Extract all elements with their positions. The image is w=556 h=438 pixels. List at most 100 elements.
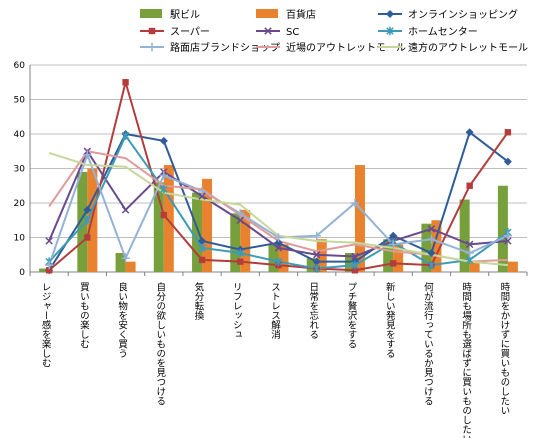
- y-tick-label: 10: [14, 234, 26, 244]
- data-point: [45, 267, 53, 274]
- legend-label: ホームセンター: [408, 26, 478, 38]
- bar: [497, 185, 508, 272]
- data-point: [159, 171, 169, 180]
- bar: [278, 244, 289, 272]
- data-point: [313, 264, 321, 273]
- data-point: [312, 257, 321, 266]
- x-category-label: 新しい発見をする: [384, 281, 396, 358]
- y-tick-label: 30: [14, 165, 26, 175]
- y-tick-label: 50: [14, 96, 26, 106]
- legend-label: 近場のアウトレットモール: [286, 41, 406, 54]
- bar: [230, 213, 241, 272]
- data-point: [504, 237, 512, 245]
- bar: [393, 244, 404, 272]
- data-point: [147, 42, 157, 52]
- data-point: [386, 10, 394, 18]
- data-point: [465, 240, 474, 249]
- data-point: [427, 225, 436, 233]
- legend-label: 駅ビル: [170, 9, 200, 21]
- legend-item: 百貨店: [256, 8, 316, 21]
- bar: [383, 239, 394, 272]
- data-point: [160, 211, 168, 219]
- data-point: [350, 198, 360, 208]
- bar: [192, 192, 203, 272]
- legend-swatch: [256, 9, 278, 18]
- legend-item: 路面店ブランドショップ: [140, 41, 280, 54]
- data-point: [83, 205, 92, 214]
- bar: [125, 261, 136, 272]
- data-point: [503, 231, 513, 240]
- legend-label: SC: [286, 27, 299, 38]
- y-tick-label: 20: [14, 199, 26, 209]
- data-point: [351, 260, 359, 270]
- legend-item: スーパー: [140, 26, 210, 38]
- data-point: [427, 260, 436, 270]
- bar: [202, 178, 213, 272]
- data-point: [351, 267, 359, 274]
- plot-area: 0 10 20 30 40 50 60 レジャー感を楽しむ 買いもの楽しむ 良い物を安く買う 自分の…: [14, 61, 528, 438]
- data-point: [389, 231, 398, 240]
- data-point: [274, 244, 283, 252]
- bar: [115, 253, 126, 272]
- x-category-label: レジャー感を楽しむ: [40, 282, 52, 368]
- data-point: [148, 27, 156, 35]
- bar: [153, 182, 164, 272]
- bar: [469, 261, 480, 272]
- x-category-label: 買いもの楽しむ: [78, 282, 90, 349]
- legend-item: オンラインショッピング: [378, 8, 518, 21]
- bar: [421, 223, 432, 272]
- data-point: [274, 238, 283, 247]
- data-point: [465, 128, 474, 137]
- data-point: [44, 260, 54, 270]
- data-point: [121, 131, 130, 140]
- data-point: [83, 150, 92, 159]
- legend-label: 百貨店: [286, 8, 316, 21]
- data-point: [121, 254, 130, 263]
- data-point: [236, 248, 244, 258]
- data-point: [121, 206, 130, 214]
- x-category-label: リフレッシュ: [231, 282, 242, 339]
- bar: [163, 165, 174, 272]
- x-category-label: 良い物を安く買う: [116, 281, 128, 358]
- data-point: [236, 216, 244, 224]
- data-point: [198, 243, 206, 253]
- data-point: [312, 231, 321, 240]
- data-point: [389, 260, 397, 267]
- data-point: [465, 248, 474, 258]
- data-point: [466, 182, 473, 189]
- bar: [354, 165, 365, 272]
- data-point: [274, 257, 283, 266]
- data-point: [197, 186, 207, 196]
- bar: [268, 244, 279, 272]
- data-point: [84, 234, 91, 241]
- y-tick-label: 40: [14, 130, 26, 140]
- data-point: [427, 235, 436, 244]
- data-point: [236, 209, 245, 218]
- data-point: [503, 157, 512, 166]
- legend-label: スーパー: [170, 26, 210, 38]
- data-point: [159, 136, 168, 145]
- data-point: [351, 252, 359, 261]
- data-point: [45, 237, 53, 245]
- data-point: [504, 129, 512, 136]
- legend-label: 遠方のアウトレットモール: [408, 41, 528, 54]
- x-category-label: プチ贅沢をする: [345, 282, 357, 349]
- y-tick-label: 0: [19, 268, 25, 278]
- x-category-label: 時間をかけずに買いものしたい: [498, 282, 510, 415]
- bar: [77, 171, 88, 272]
- data-point: [264, 27, 272, 35]
- x-category-label: 自分の欲しいものを見つける: [154, 281, 166, 405]
- data-point: [388, 240, 398, 249]
- legend-label: 路面店ブランドショップ: [170, 41, 280, 54]
- legend-item: 近場のアウトレットモール: [256, 41, 406, 54]
- data-point: [198, 236, 207, 245]
- y-tick-label: 60: [14, 61, 26, 71]
- bar: [240, 209, 251, 272]
- legend-item: 駅ビル: [140, 9, 200, 21]
- bar: [431, 220, 442, 272]
- data-point: [198, 256, 206, 264]
- legend-item: 遠方のアウトレットモール: [378, 41, 528, 54]
- x-category-label: 時間も場所も選ばずに買いものしたい: [460, 282, 472, 438]
- x-category-label: ストレス解消: [269, 282, 281, 340]
